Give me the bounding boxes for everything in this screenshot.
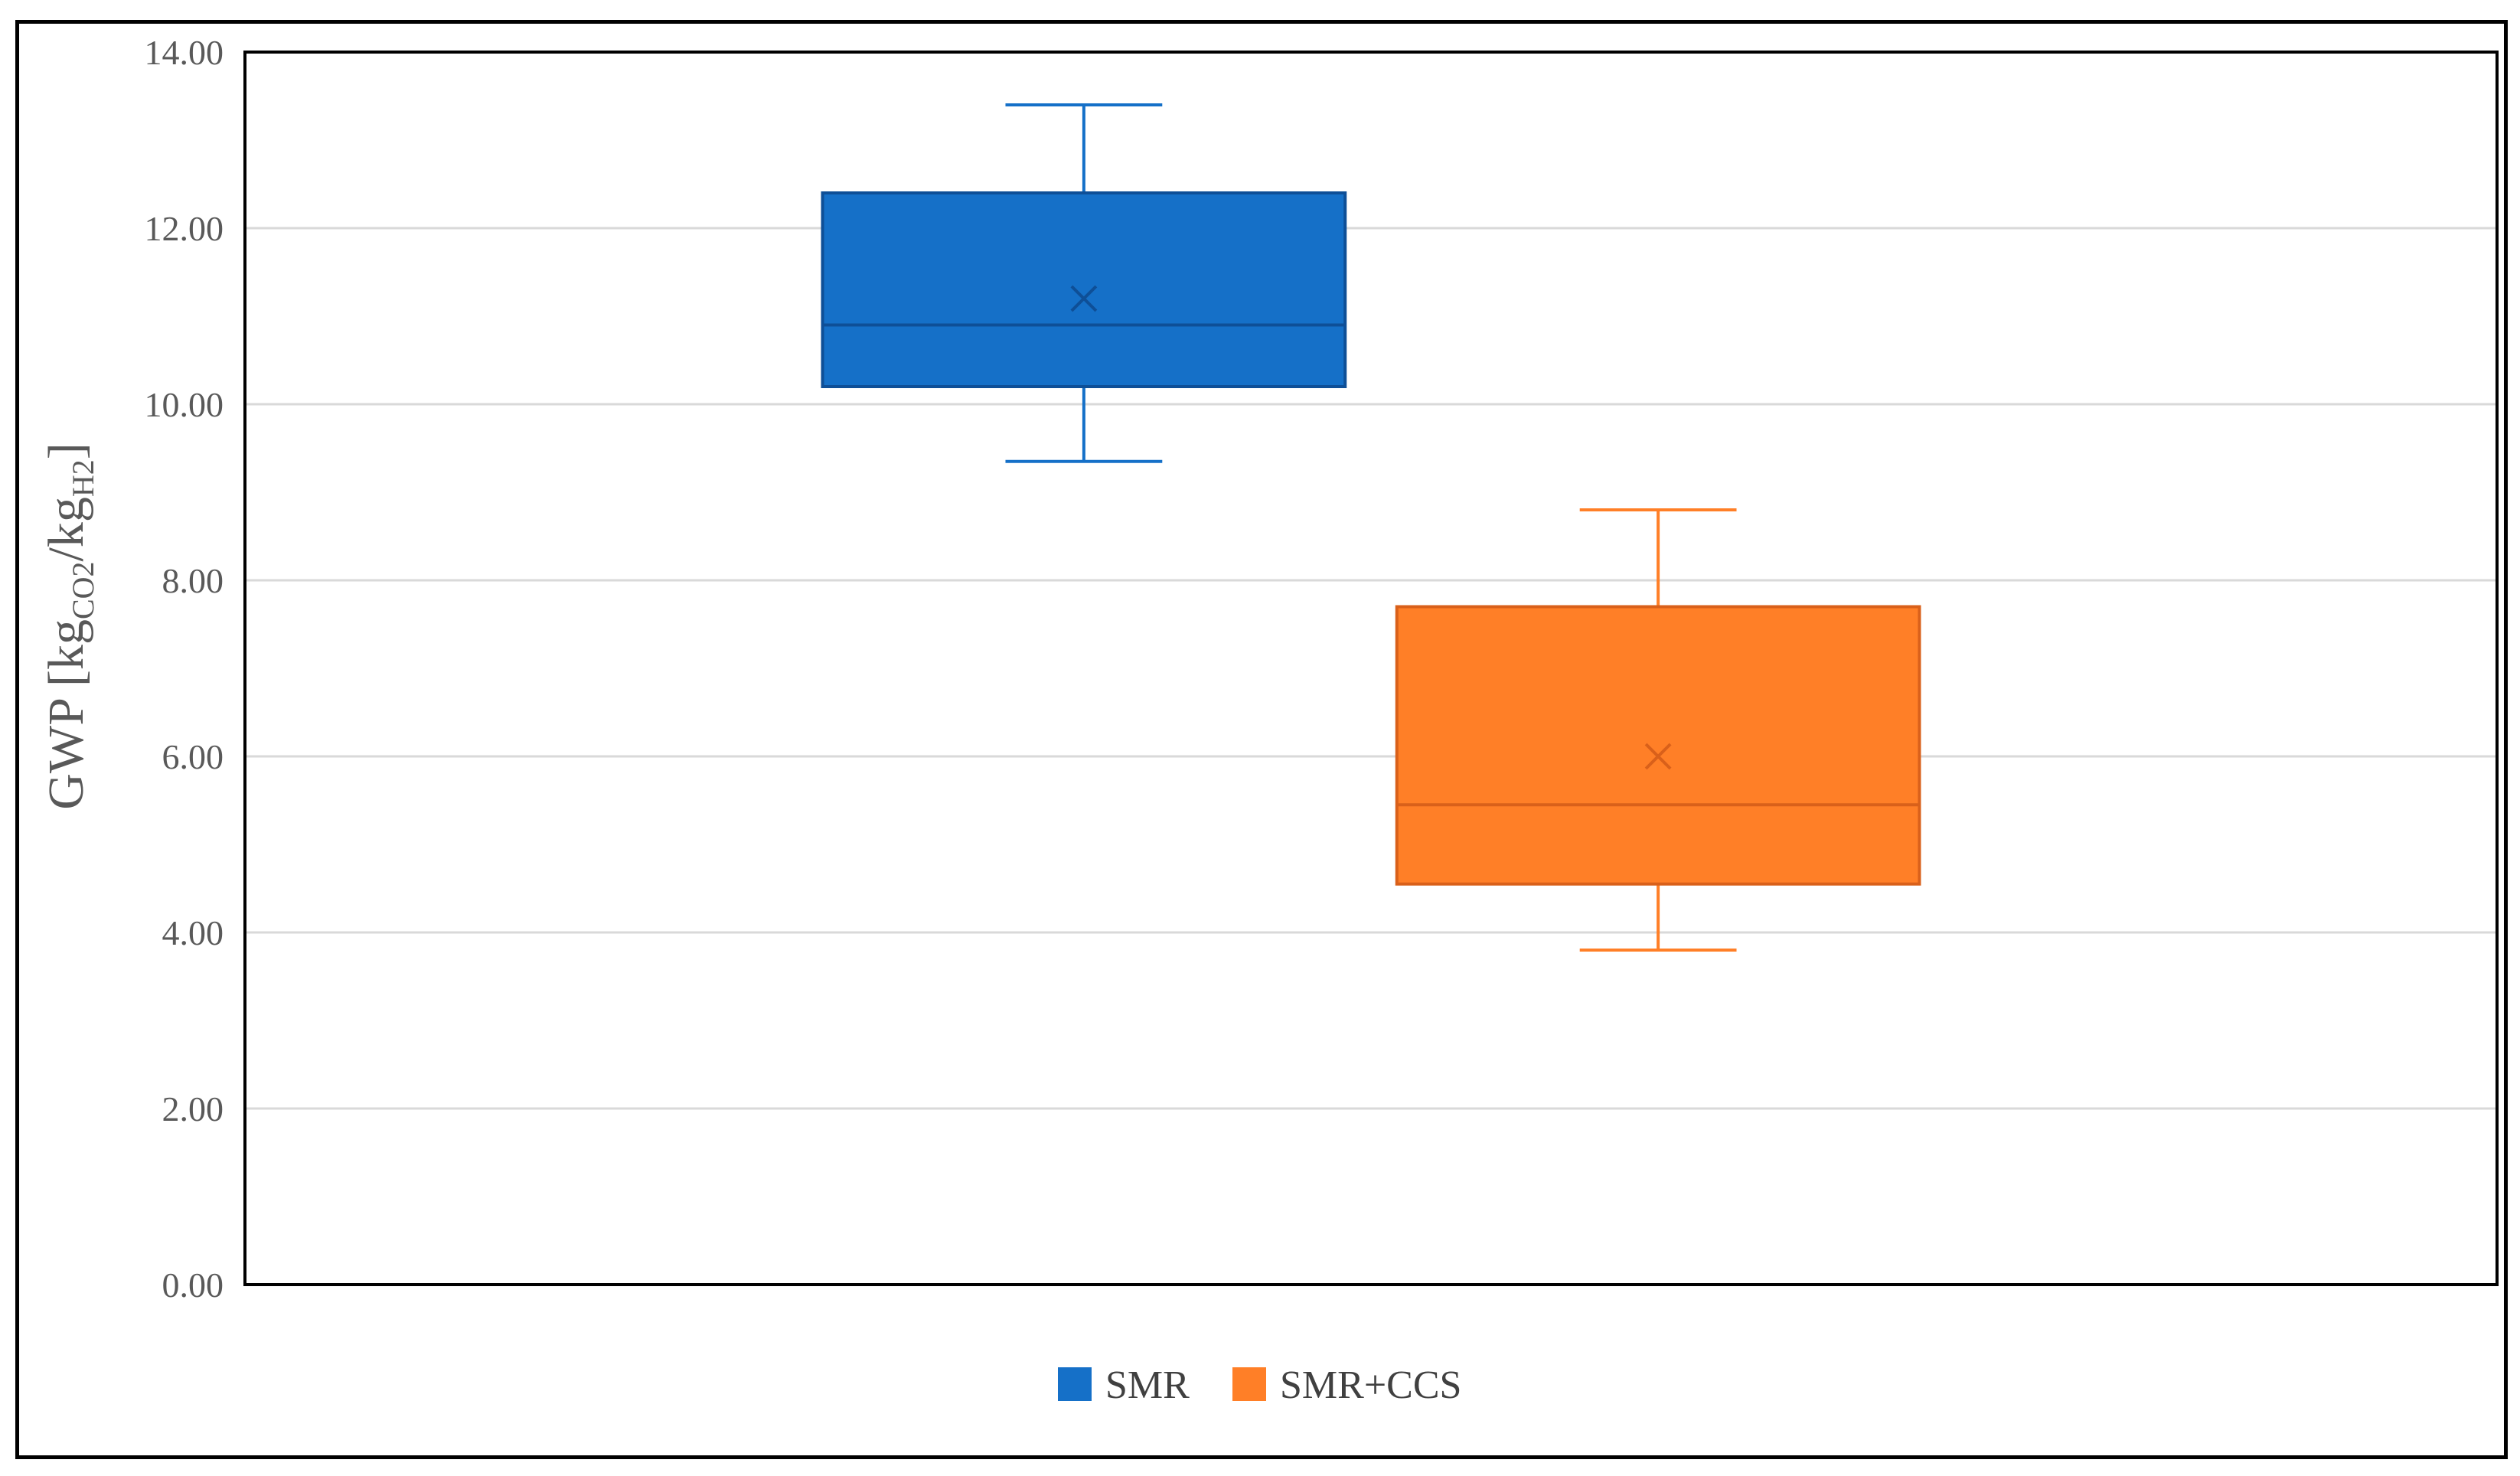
- iqr-box: [821, 191, 1347, 388]
- legend-swatch: [1058, 1367, 1092, 1401]
- legend-label: SMR: [1105, 1363, 1190, 1407]
- legend-swatch: [1232, 1367, 1266, 1401]
- plot-area: [243, 51, 2499, 1286]
- y-tick-label: 10.00: [145, 385, 224, 424]
- y-tick-label: 6.00: [162, 737, 224, 776]
- gridlines: [245, 51, 2497, 1110]
- mean-marker: [1070, 285, 1098, 312]
- y-axis-label: GWP [kgCO2/kgH2]: [38, 442, 100, 810]
- y-tick-label: 0.00: [162, 1265, 224, 1305]
- box-smr-ccs: [1395, 508, 1921, 952]
- box-series: [821, 103, 1921, 952]
- y-axis-ticks: 0.00 2.00 4.00 6.00 8.00 10.00 12.00 14.00: [145, 33, 224, 1305]
- y-tick-label: 8.00: [162, 561, 224, 600]
- y-tick-label: 4.00: [162, 913, 224, 952]
- legend: SMR SMR+CCS: [1058, 1363, 1461, 1407]
- iqr-box: [1395, 605, 1921, 886]
- legend-label: SMR+CCS: [1280, 1363, 1461, 1407]
- plot-border: [243, 51, 2499, 1286]
- mean-marker: [1644, 743, 1672, 770]
- y-tick-label: 12.00: [145, 209, 224, 248]
- box-smr: [821, 103, 1347, 463]
- y-tick-label: 2.00: [162, 1089, 224, 1128]
- y-tick-label: 14.00: [145, 33, 224, 72]
